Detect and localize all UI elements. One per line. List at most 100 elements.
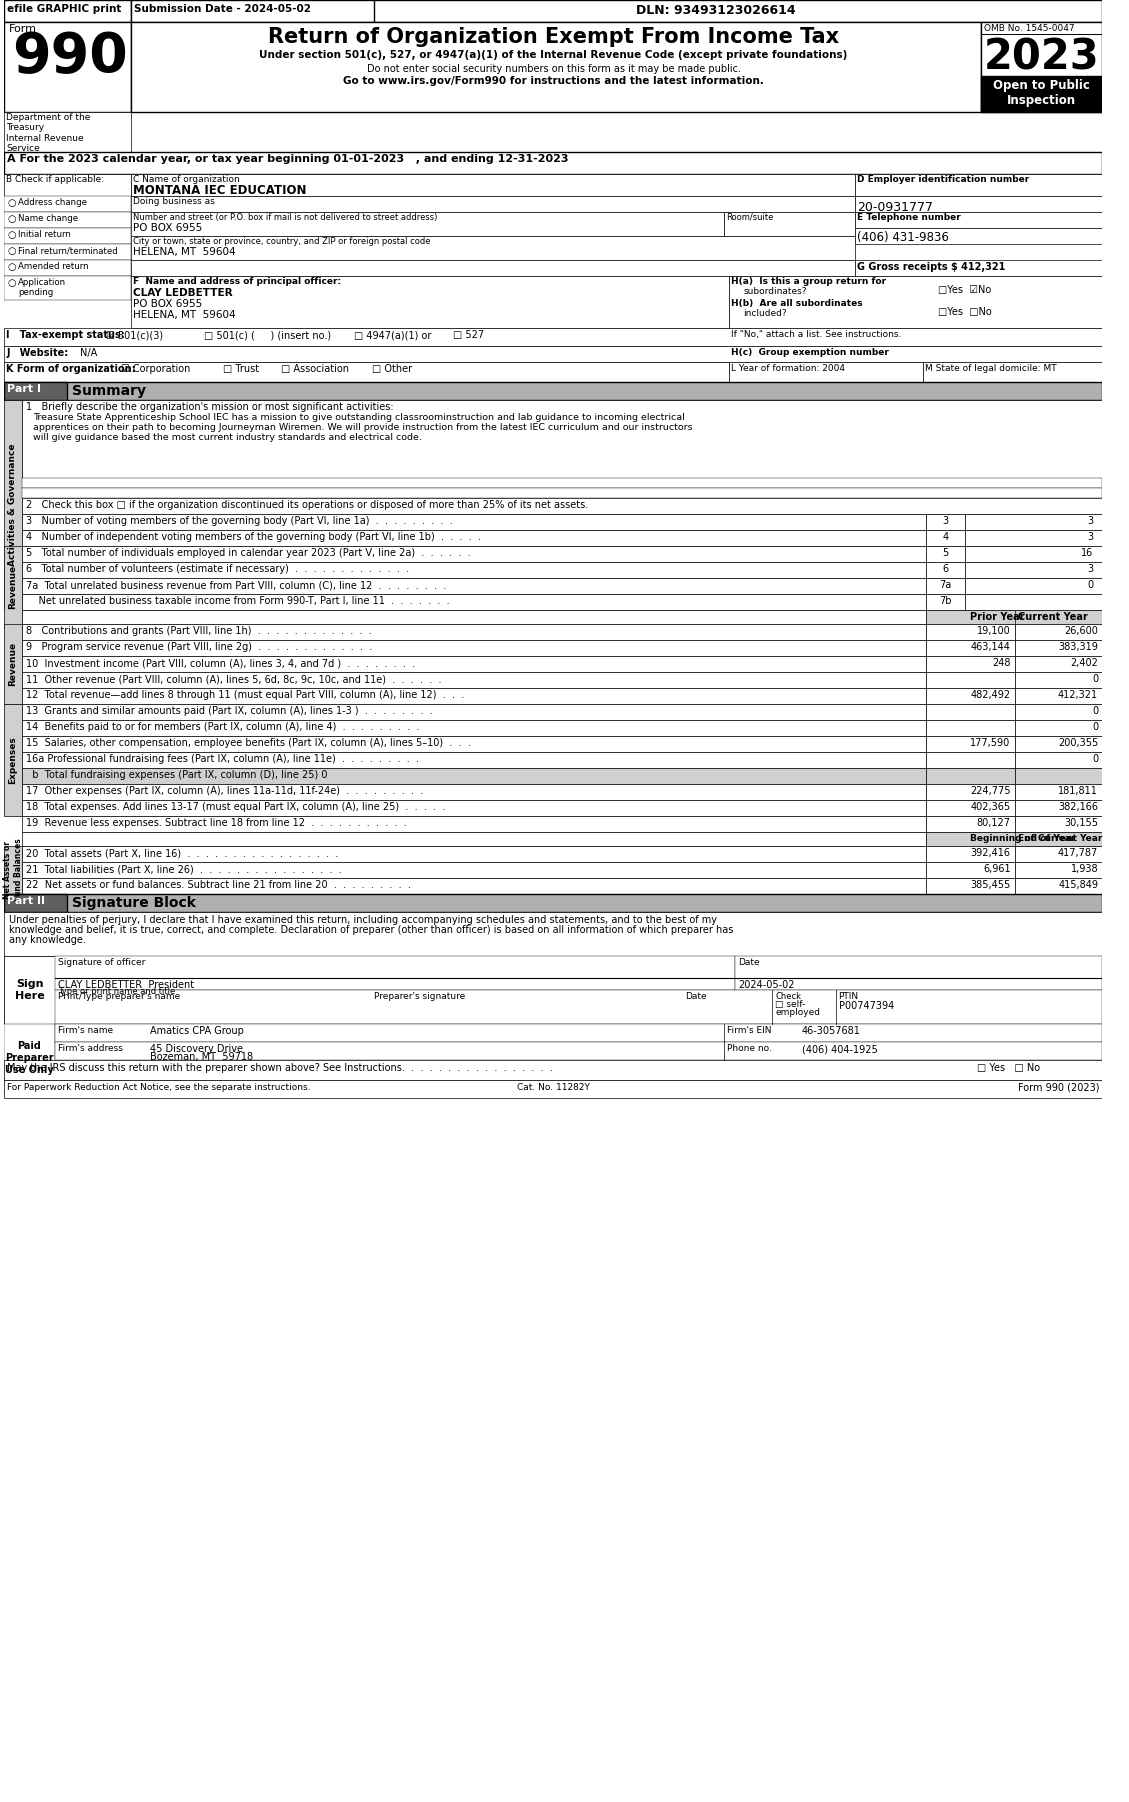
Text: □ 527: □ 527: [454, 330, 484, 341]
Text: Summary: Summary: [72, 384, 147, 398]
Bar: [21, 878, 926, 894]
Text: 16: 16: [1082, 548, 1093, 559]
Text: ○: ○: [7, 278, 16, 288]
Text: 3: 3: [1087, 532, 1093, 542]
Bar: [926, 833, 1102, 845]
Text: 3: 3: [1087, 564, 1093, 575]
Bar: [5, 0, 1102, 22]
Bar: [5, 259, 131, 276]
Text: Net unrelated business taxable income from Form 990-T, Part I, line 11  .  .  . : Net unrelated business taxable income fr…: [26, 596, 449, 605]
Text: 2023: 2023: [983, 36, 1100, 77]
Bar: [131, 276, 728, 328]
Text: Under section 501(c), 527, or 4947(a)(1) of the Internal Revenue Code (except pr: Under section 501(c), 527, or 4947(a)(1)…: [260, 50, 848, 59]
Bar: [728, 276, 1102, 328]
Bar: [1015, 800, 1102, 816]
Bar: [1015, 705, 1102, 721]
Bar: [5, 894, 68, 912]
Bar: [5, 623, 21, 705]
Text: Date: Date: [685, 991, 707, 1000]
Text: 3: 3: [943, 515, 948, 526]
Bar: [926, 514, 965, 530]
Bar: [5, 382, 68, 400]
Bar: [21, 623, 926, 640]
Text: Go to www.irs.gov/Form990 for instructions and the latest information.: Go to www.irs.gov/Form990 for instructio…: [343, 76, 764, 86]
Text: Form: Form: [9, 23, 37, 34]
Text: 15  Salaries, other compensation, employee benefits (Part IX, column (A), lines : 15 Salaries, other compensation, employe…: [26, 739, 471, 748]
Bar: [5, 346, 1102, 362]
Bar: [21, 611, 926, 623]
Bar: [21, 578, 926, 595]
Bar: [5, 276, 131, 299]
Bar: [21, 656, 926, 672]
Text: PTIN: PTIN: [839, 991, 859, 1000]
Text: H(c)  Group exemption number: H(c) Group exemption number: [730, 348, 889, 357]
Bar: [5, 362, 728, 382]
Bar: [5, 328, 1102, 346]
Bar: [21, 735, 926, 751]
Text: efile GRAPHIC print: efile GRAPHIC print: [7, 4, 122, 14]
Text: C Name of organization: C Name of organization: [132, 175, 239, 184]
Bar: [1015, 688, 1102, 705]
Bar: [926, 721, 1015, 735]
Text: PO BOX 6955: PO BOX 6955: [132, 299, 202, 308]
Bar: [5, 22, 131, 112]
Text: Activities & Governance: Activities & Governance: [9, 443, 17, 566]
Text: J   Website:: J Website:: [6, 348, 69, 359]
Text: 463,144: 463,144: [971, 642, 1010, 652]
Text: 19  Revenue less expenses. Subtract line 18 from line 12  .  .  .  .  .  .  .  .: 19 Revenue less expenses. Subtract line …: [26, 818, 406, 827]
Text: Phone no.: Phone no.: [727, 1043, 771, 1052]
Text: b  Total fundraising expenses (Part IX, column (D), line 25) 0: b Total fundraising expenses (Part IX, c…: [26, 769, 327, 780]
Bar: [926, 816, 1015, 833]
Text: 3: 3: [1087, 515, 1093, 526]
Text: 26,600: 26,600: [1065, 625, 1099, 636]
Text: 5   Total number of individuals employed in calendar year 2023 (Part V, line 2a): 5 Total number of individuals employed i…: [26, 548, 471, 559]
Text: ☑ Corporation: ☑ Corporation: [121, 364, 191, 375]
Text: Return of Organization Exempt From Income Tax: Return of Organization Exempt From Incom…: [268, 27, 839, 47]
Text: Part I: Part I: [7, 384, 41, 395]
Text: 9   Program service revenue (Part VIII, line 2g)  .  .  .  .  .  .  .  .  .  .  : 9 Program service revenue (Part VIII, li…: [26, 642, 371, 652]
Text: 17  Other expenses (Part IX, column (A), lines 11a-11d, 11f-24e)  .  .  .  .  . : 17 Other expenses (Part IX, column (A), …: [26, 786, 423, 796]
Bar: [1015, 721, 1102, 735]
Text: Expenses: Expenses: [9, 737, 17, 784]
Bar: [926, 705, 1015, 721]
Text: 0: 0: [1092, 674, 1099, 685]
Text: □ self-: □ self-: [776, 1000, 806, 1009]
Text: HELENA, MT  59604: HELENA, MT 59604: [132, 247, 235, 258]
Bar: [926, 578, 965, 595]
Text: 2024-05-02: 2024-05-02: [738, 980, 795, 989]
Bar: [131, 0, 374, 22]
Bar: [724, 213, 855, 236]
Bar: [1015, 784, 1102, 800]
Text: 0: 0: [1087, 580, 1093, 589]
Text: 80,127: 80,127: [977, 818, 1010, 827]
Text: 5: 5: [943, 548, 948, 559]
Text: 200,355: 200,355: [1058, 739, 1099, 748]
Bar: [926, 656, 1015, 672]
Text: Sign
Here: Sign Here: [15, 978, 44, 1000]
Text: If "No," attach a list. See instructions.: If "No," attach a list. See instructions…: [730, 330, 901, 339]
Text: (406) 431-9836: (406) 431-9836: [857, 231, 948, 243]
Text: Do not enter social security numbers on this form as it may be made public.: Do not enter social security numbers on …: [367, 65, 741, 74]
Bar: [21, 400, 1102, 478]
Bar: [5, 546, 21, 629]
Bar: [5, 1060, 1102, 1079]
Text: 18  Total expenses. Add lines 13-17 (must equal Part IX, column (A), line 25)  .: 18 Total expenses. Add lines 13-17 (must…: [26, 802, 445, 813]
Text: 2   Check this box □ if the organization discontinued its operations or disposed: 2 Check this box □ if the organization d…: [26, 499, 588, 510]
Text: 14  Benefits paid to or for members (Part IX, column (A), line 4)  .  .  .  .  .: 14 Benefits paid to or for members (Part…: [26, 723, 419, 732]
Text: Bozeman, MT  59718: Bozeman, MT 59718: [150, 1052, 253, 1061]
Bar: [926, 611, 1102, 623]
Text: 181,811: 181,811: [1058, 786, 1099, 796]
Text: B Check if applicable:: B Check if applicable:: [6, 175, 104, 184]
Bar: [5, 229, 131, 243]
Bar: [1015, 845, 1102, 861]
Bar: [21, 861, 926, 878]
Text: 21  Total liabilities (Part X, line 26)  .  .  .  .  .  .  .  .  .  .  .  .  .  : 21 Total liabilities (Part X, line 26) .…: [26, 863, 341, 874]
Text: Net Assets or
Fund Balances: Net Assets or Fund Balances: [3, 838, 23, 901]
Text: included?: included?: [743, 308, 787, 317]
Bar: [1015, 623, 1102, 640]
Bar: [965, 595, 1102, 611]
Bar: [5, 151, 1102, 175]
Text: 19,100: 19,100: [977, 625, 1010, 636]
Text: Print/Type preparer's name: Print/Type preparer's name: [58, 991, 180, 1000]
Bar: [924, 362, 1102, 382]
